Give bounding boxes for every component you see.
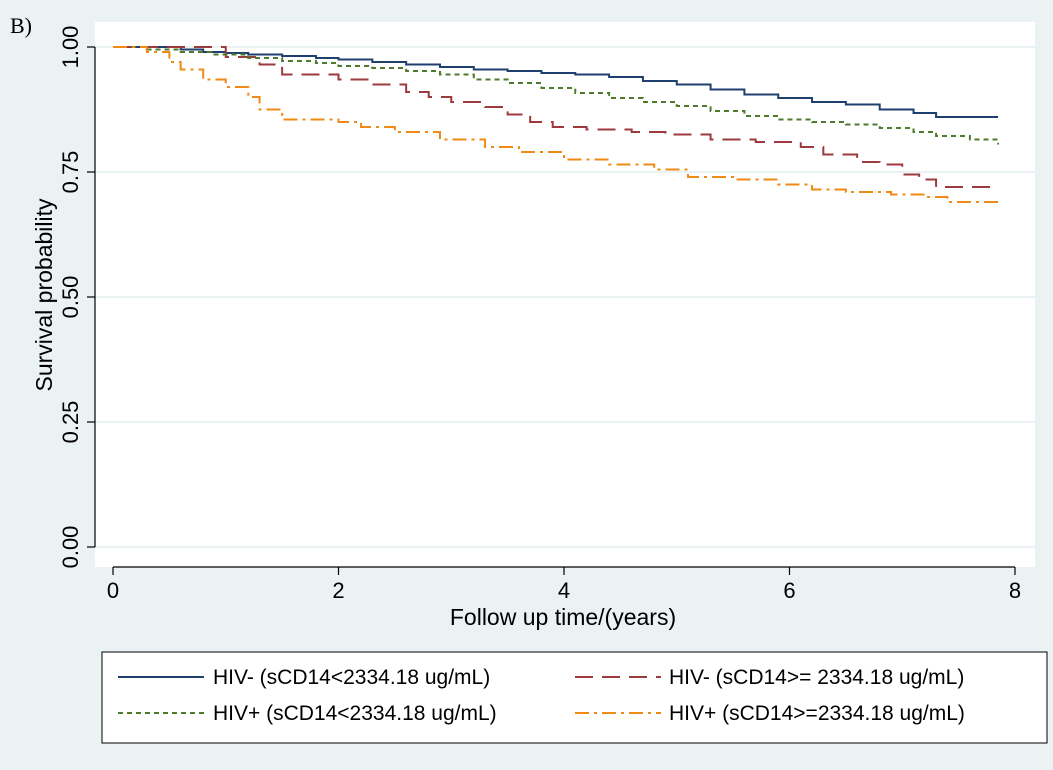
y-tick-label-2: 0.50 <box>58 276 83 319</box>
legend-label-2: HIV- (sCD14>= 2334.18 ug/mL) <box>669 666 964 689</box>
series-lines <box>113 46 1000 203</box>
grid-lines <box>95 46 1035 548</box>
series-line-3 <box>113 46 1000 145</box>
series-line-4 <box>113 46 999 203</box>
legend-label-1: HIV- (sCD14<2334.18 ug/mL) <box>213 666 490 689</box>
legend-box <box>101 651 1048 744</box>
x-tick-label-1: 2 <box>332 578 344 603</box>
y-tick-label-0: 0.00 <box>58 526 83 569</box>
x-tick-label-2: 4 <box>558 578 570 603</box>
x-tick-label-4: 8 <box>1009 578 1021 603</box>
legend-label-4: HIV+ (sCD14>=2334.18 ug/mL) <box>669 702 965 725</box>
y-tick-label-1: 0.25 <box>58 401 83 444</box>
x-tick-label-3: 6 <box>783 578 795 603</box>
panel-label: B) <box>10 13 32 38</box>
x-tick-label-0: 0 <box>107 578 119 603</box>
y-axis-title: Survival probability <box>31 198 57 392</box>
y-tick-label-3: 0.75 <box>58 151 83 194</box>
legend-label-3: HIV+ (sCD14<2334.18 ug/mL) <box>213 702 497 725</box>
y-tick-label-4: 1.00 <box>58 26 83 69</box>
series-line-2 <box>113 46 999 188</box>
legend: HIV- (sCD14<2334.18 ug/mL) HIV- (sCD14>= … <box>118 666 965 725</box>
axes: 0.00 0.25 0.50 0.75 1.00 0 2 4 6 8 <box>58 26 1021 603</box>
x-axis-title: Follow up time/(years) <box>450 604 676 630</box>
series-line-1 <box>113 46 999 118</box>
plot-area <box>95 22 1035 567</box>
